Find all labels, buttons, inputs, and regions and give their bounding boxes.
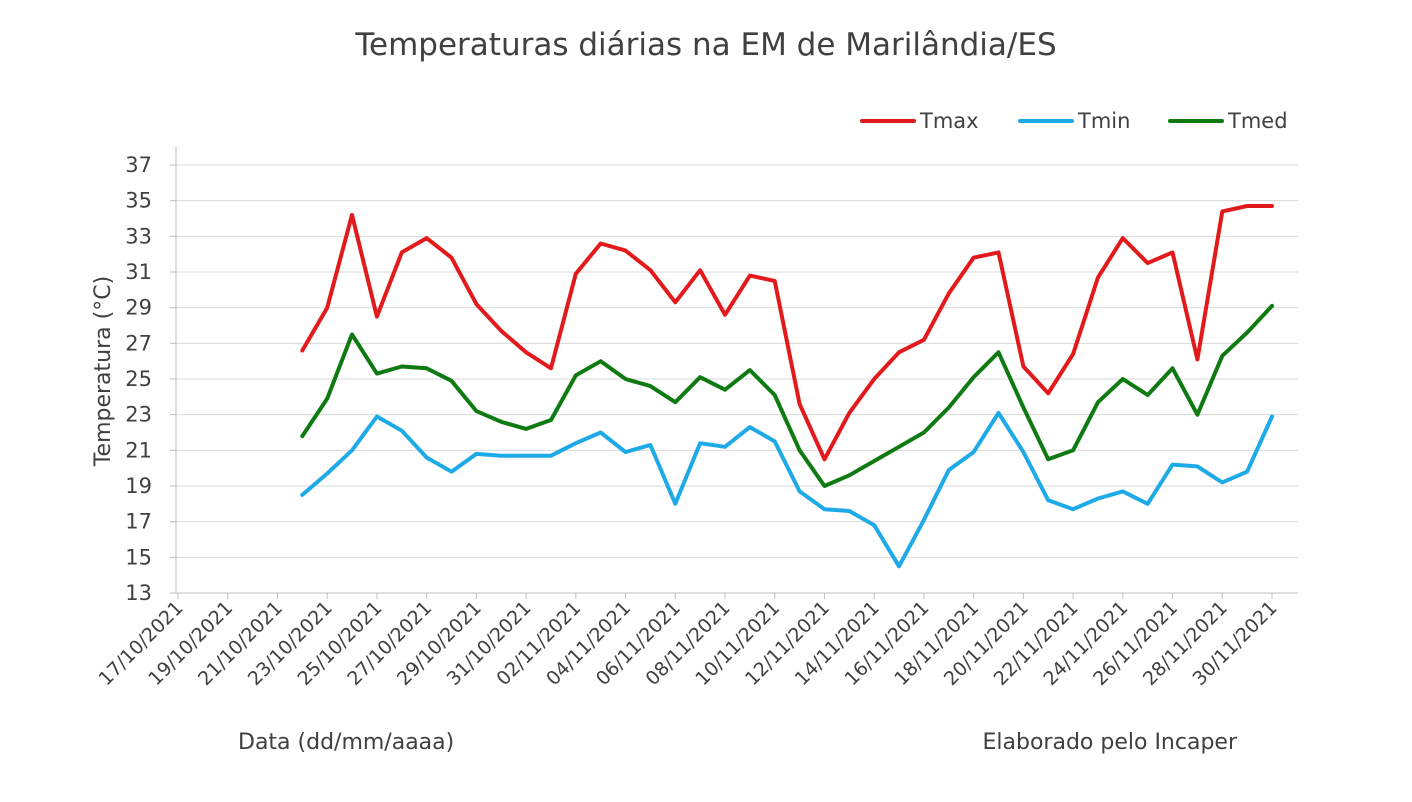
legend: Tmax Tmin Tmed	[860, 109, 1288, 133]
grid-lines	[176, 164, 1298, 558]
x-tick-labels: 17/10/202119/10/202121/10/202123/10/2021…	[95, 597, 1282, 690]
series-line-tmed	[300, 303, 1274, 488]
series-line-tmax	[300, 204, 1274, 462]
y-tick-label: 19	[125, 474, 152, 498]
x-axis-label: Data (dd/mm/aaaa)	[238, 730, 454, 755]
chart-title: Temperaturas diárias na EM de Marilândia…	[354, 27, 1056, 63]
source-note: Elaborado pelo Incaper	[983, 730, 1238, 755]
legend-label-tmax: Tmax	[919, 109, 979, 133]
series-line-tmin	[300, 410, 1274, 569]
y-axis-label: Temperatura (°C)	[91, 276, 116, 467]
y-tick-labels: 13 15 17 19 21 23 25 27 29 31 33 35 37	[125, 153, 152, 605]
y-tick-label: 25	[125, 367, 152, 391]
legend-label-tmed: Tmed	[1227, 109, 1288, 133]
axes	[170, 147, 1298, 599]
y-tick-label: 15	[125, 545, 152, 569]
y-tick-label: 29	[125, 296, 152, 320]
y-tick-label: 33	[125, 224, 152, 248]
legend-label-tmin: Tmin	[1077, 109, 1130, 133]
y-tick-label: 21	[125, 438, 152, 462]
y-tick-label: 23	[125, 403, 152, 427]
y-tick-label: 31	[125, 260, 152, 284]
y-tick-label: 27	[125, 331, 152, 355]
series-lines	[300, 204, 1274, 569]
y-tick-label: 17	[125, 510, 152, 534]
y-tick-label: 13	[125, 581, 152, 605]
y-tick-label: 35	[125, 189, 152, 213]
y-tick-label: 37	[125, 153, 152, 177]
